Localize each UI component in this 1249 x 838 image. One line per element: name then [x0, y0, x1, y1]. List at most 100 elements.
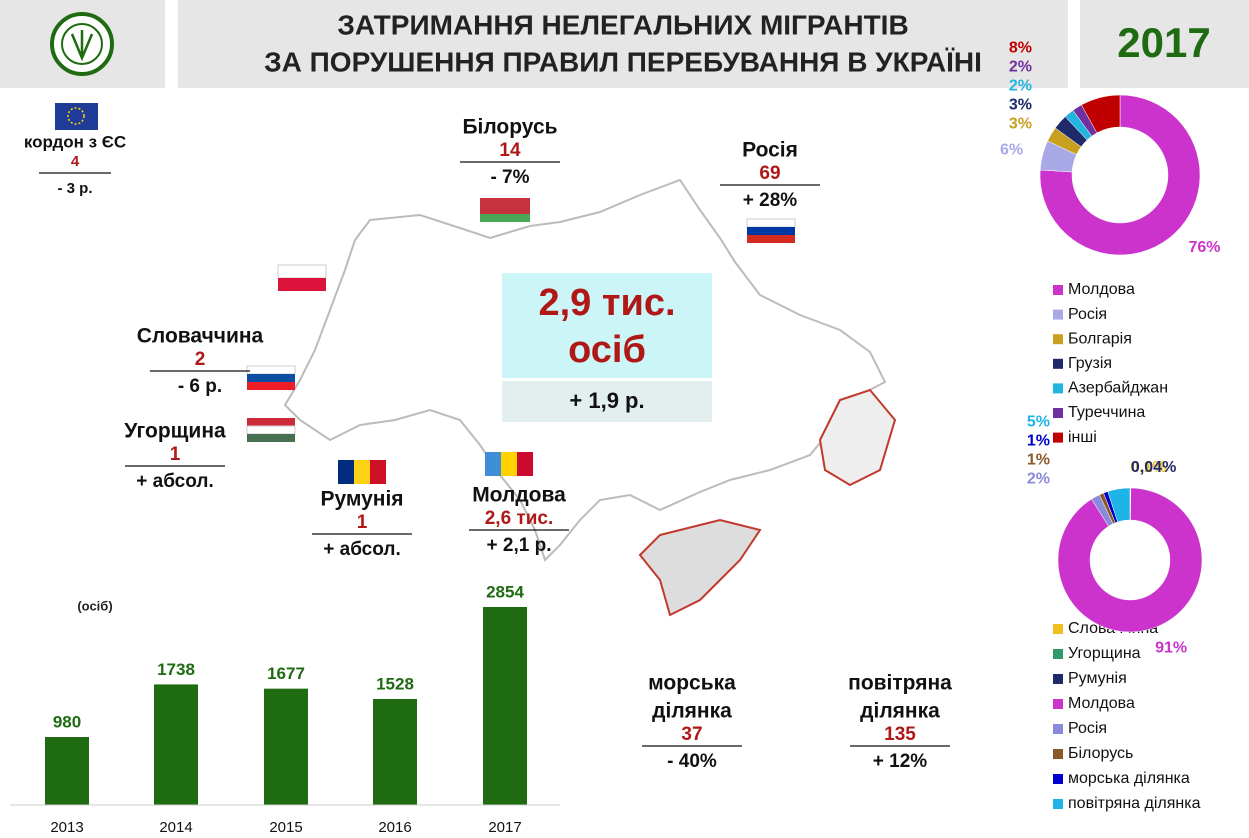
title: ЗАТРИМАННЯ НЕЛЕГАЛЬНИХ МІГРАНТІВ — [337, 9, 908, 40]
flag-ru — [747, 227, 795, 235]
data-label: 5% — [1027, 414, 1050, 431]
border-name: кордон з ЄС — [24, 132, 126, 151]
x-tick-label: 2015 — [269, 819, 302, 836]
border-name: Угорщина — [124, 420, 226, 443]
x-tick-label: 2013 — [50, 819, 83, 836]
legend-label: Молдова — [1068, 695, 1135, 712]
flag-sk — [246, 365, 296, 375]
data-label: 980 — [53, 712, 81, 731]
data-label: 2% — [1027, 471, 1050, 488]
border-name: ділянка — [652, 700, 732, 723]
bar — [264, 688, 308, 805]
data-label: 1% — [1027, 433, 1050, 450]
data-label: 1677 — [267, 664, 305, 683]
data-label: 0,1% — [1130, 459, 1166, 476]
border-name: ділянка — [860, 700, 940, 723]
border-name: повітряна — [848, 672, 952, 695]
logo-inner — [61, 23, 103, 65]
data-label: 1528 — [376, 674, 414, 693]
legend-swatch — [1053, 334, 1063, 345]
total-change-box — [502, 381, 712, 422]
legend-swatch — [1053, 383, 1063, 394]
border-change: - 6 р. — [178, 376, 222, 397]
flag-hu — [247, 418, 295, 426]
border-change: + 28% — [743, 190, 798, 211]
flag-hu — [247, 434, 295, 442]
legend-label: Туреччина — [1068, 404, 1145, 421]
legend-label: Білорусь — [1068, 745, 1133, 762]
flag-eu — [55, 103, 98, 130]
border-change: - 40% — [667, 751, 717, 772]
legend-label: Росія — [1068, 306, 1107, 323]
border-name: Білорусь — [462, 116, 557, 139]
total-change: + 1,9 р. — [569, 388, 644, 413]
legend-label: Грузія — [1068, 355, 1112, 372]
border-count: 2 — [195, 349, 206, 370]
border-change: + абсол. — [136, 471, 213, 492]
legend-swatch — [1053, 699, 1063, 709]
border-name: Румунія — [320, 488, 403, 511]
legend-swatch — [1053, 749, 1063, 759]
border-name: Росія — [742, 139, 798, 162]
legend-swatch — [1053, 624, 1063, 634]
legend-swatch — [1053, 309, 1063, 320]
flag-md — [501, 452, 517, 476]
data-label: 3% — [1009, 115, 1032, 132]
flag-sk — [247, 374, 295, 382]
title-box — [178, 0, 1068, 88]
occupied-east — [818, 388, 897, 487]
flag-by — [480, 214, 530, 222]
flag-ru — [747, 235, 795, 243]
total-box — [502, 273, 712, 378]
total-value: 2,9 тис. — [538, 282, 675, 324]
flag-by — [480, 198, 530, 214]
data-label: 0,04% — [1131, 459, 1176, 476]
legend-swatch — [1053, 432, 1063, 443]
x-tick-label: 2017 — [488, 819, 521, 836]
flag-ro — [354, 460, 370, 484]
legend-label: Росія — [1068, 720, 1107, 737]
legend-label: Румунія — [1068, 670, 1127, 687]
data-label: 2854 — [486, 582, 524, 601]
border-count: 135 — [884, 724, 916, 745]
donut-slice — [1107, 487, 1131, 523]
flag-ro — [370, 460, 386, 484]
legend-label: Угорщина — [1068, 645, 1141, 662]
flag-hu — [246, 425, 296, 435]
legend-swatch — [1053, 724, 1063, 734]
data-label: 91% — [1155, 640, 1187, 657]
legend-swatch — [1053, 408, 1063, 418]
border-change: - 3 р. — [57, 180, 92, 197]
data-label: 2% — [1009, 77, 1032, 94]
flag-eu-stars — [67, 107, 85, 125]
logo-emblem — [70, 30, 94, 62]
data-label: 3% — [1009, 96, 1032, 113]
bar — [373, 698, 417, 805]
data-label: 1738 — [157, 660, 195, 679]
legend-swatch — [1053, 358, 1063, 369]
bar — [154, 684, 198, 805]
data-label: 1% — [1027, 452, 1050, 469]
legend-label: інші — [1068, 429, 1097, 446]
border-name: Словаччина — [137, 325, 264, 348]
border-change: - 7% — [490, 167, 529, 188]
border-change: + 2,1 р. — [487, 535, 552, 556]
border-change: + абсол. — [323, 539, 400, 560]
flag-ru — [746, 218, 796, 228]
flag-pl — [277, 264, 327, 279]
x-tick-label: 2016 — [378, 819, 411, 836]
flag-pl — [278, 278, 326, 291]
legend-label: морська ділянка — [1068, 770, 1190, 787]
flag-md — [517, 452, 533, 476]
legend-swatch — [1053, 799, 1063, 809]
border-name: Молдова — [472, 484, 566, 507]
border-count: 1 — [357, 512, 368, 533]
border-count: 69 — [759, 163, 780, 184]
data-label: 2% — [1009, 58, 1032, 75]
x-tick-label: 2014 — [159, 819, 192, 836]
border-name: морська — [648, 672, 736, 695]
legend-label: повітряна ділянка — [1068, 795, 1201, 812]
border-count: 4 — [71, 153, 80, 170]
legend-swatch — [1053, 774, 1063, 784]
